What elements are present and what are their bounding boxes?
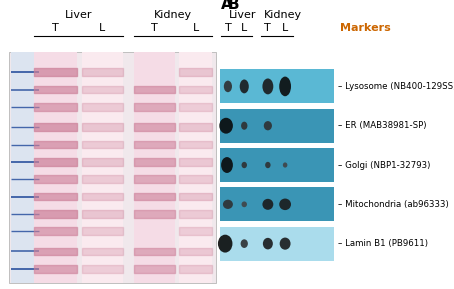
Bar [220, 69, 334, 103]
Text: T: T [225, 23, 231, 33]
Text: L: L [282, 23, 288, 33]
Ellipse shape [242, 162, 247, 168]
Bar [134, 52, 175, 283]
Text: – Golgi (NBP1-32793): – Golgi (NBP1-32793) [338, 160, 430, 170]
Text: T: T [265, 23, 271, 33]
Text: A: A [221, 0, 233, 12]
Bar [34, 52, 77, 283]
Bar [220, 109, 334, 143]
Ellipse shape [221, 157, 233, 173]
Text: T: T [52, 23, 59, 33]
Ellipse shape [265, 162, 271, 168]
Text: Liver: Liver [64, 10, 92, 20]
Ellipse shape [280, 238, 291, 250]
Ellipse shape [283, 162, 287, 168]
Ellipse shape [262, 199, 273, 210]
Bar [220, 227, 334, 261]
Text: L: L [241, 23, 247, 33]
Ellipse shape [264, 121, 272, 130]
Ellipse shape [242, 201, 247, 207]
Ellipse shape [224, 81, 232, 92]
Ellipse shape [218, 235, 232, 253]
Ellipse shape [263, 238, 273, 249]
Text: Kidney: Kidney [264, 10, 302, 20]
Bar [179, 52, 212, 283]
Text: – Lysosome (NB400-129SS): – Lysosome (NB400-129SS) [338, 82, 454, 91]
Text: – Lamin B1 (PB9611): – Lamin B1 (PB9611) [338, 239, 428, 248]
Bar [9, 52, 216, 283]
Text: B: B [228, 0, 240, 12]
Ellipse shape [240, 79, 249, 93]
Ellipse shape [223, 200, 233, 209]
Bar [220, 148, 334, 182]
Ellipse shape [279, 77, 291, 96]
Ellipse shape [279, 199, 291, 210]
Bar [82, 52, 123, 283]
Bar [220, 187, 334, 221]
Ellipse shape [219, 118, 233, 134]
Text: L: L [193, 23, 199, 33]
Text: – Mitochondria (ab96333): – Mitochondria (ab96333) [338, 200, 449, 209]
Ellipse shape [262, 78, 273, 94]
Text: Markers: Markers [340, 23, 390, 33]
Text: – ER (MAB38981-SP): – ER (MAB38981-SP) [338, 121, 427, 130]
Text: L: L [99, 23, 105, 33]
Ellipse shape [241, 239, 248, 248]
Text: Kidney: Kidney [154, 10, 192, 20]
Ellipse shape [241, 122, 247, 130]
Bar [11, 52, 39, 283]
Text: Liver: Liver [229, 10, 257, 20]
Text: T: T [151, 23, 158, 33]
